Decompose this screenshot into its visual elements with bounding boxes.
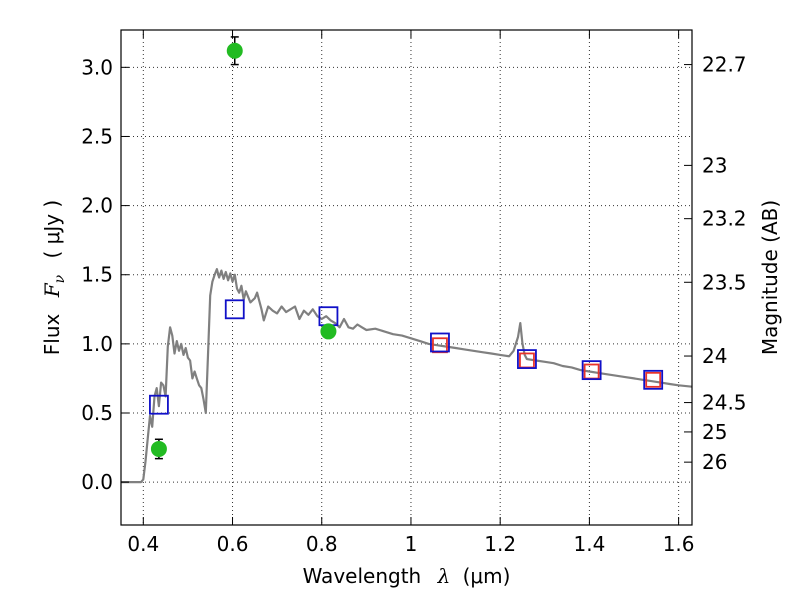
y2-tick-label: 23.2 bbox=[702, 207, 747, 231]
square-marker bbox=[581, 360, 602, 381]
observed-point bbox=[320, 323, 337, 340]
y2-axis-title: Magnitude (AB) bbox=[758, 200, 782, 355]
x-tick-label: 0.6 bbox=[217, 532, 249, 556]
x-tick-label: 1 bbox=[405, 532, 418, 556]
y-axis-title-symbol: F bbox=[40, 282, 64, 298]
chart-series bbox=[121, 36, 692, 484]
grid-lines bbox=[121, 30, 692, 525]
series-observed bbox=[150, 36, 337, 460]
observed-point bbox=[226, 42, 243, 59]
square-marker bbox=[517, 349, 537, 369]
x-tick-label: 0.4 bbox=[127, 532, 159, 556]
y-axis-title: Flux Fν ( μJy ) bbox=[40, 200, 69, 355]
y-tick-label: 1.0 bbox=[81, 332, 113, 356]
y-axis-title-subscript: ν bbox=[52, 274, 68, 283]
y2-tick-label: 22.7 bbox=[702, 53, 747, 77]
y-tick-label: 0.5 bbox=[81, 401, 113, 425]
y2-tick-label: 23 bbox=[702, 153, 727, 177]
y2-tick-label: 26 bbox=[702, 450, 727, 474]
x-tick-label: 0.8 bbox=[306, 532, 338, 556]
axis-ticks: 0.4 0.6 0.8 1 1.2 1.4 1.6 0.0 0.5 1.0 1.5 2.0 2.5 3.0… bbox=[81, 30, 747, 556]
square-marker bbox=[224, 299, 245, 320]
plot-frame bbox=[120, 29, 693, 526]
y-tick-label: 0.0 bbox=[81, 470, 113, 494]
series-synthetic-magnitudes bbox=[149, 299, 664, 415]
y-tick-label: 3.0 bbox=[81, 55, 113, 79]
square-marker bbox=[643, 369, 664, 390]
x-axis-title-unit: (μm) bbox=[463, 564, 511, 588]
x-tick-label: 1.6 bbox=[663, 532, 695, 556]
x-tick-label: 1.4 bbox=[573, 532, 605, 556]
series-template-SED bbox=[121, 268, 692, 484]
x-tick-label: 1.2 bbox=[484, 532, 516, 556]
y2-tick-label: 23.5 bbox=[702, 270, 747, 294]
y-tick-label: 1.5 bbox=[81, 263, 113, 287]
y2-tick-label: 25 bbox=[702, 420, 727, 444]
square-marker bbox=[149, 394, 169, 415]
y-tick-label: 2.5 bbox=[81, 124, 113, 148]
y2-tick-label: 24.5 bbox=[702, 391, 747, 415]
sed-line bbox=[121, 268, 692, 484]
x-axis-title-prefix: Wavelength bbox=[303, 564, 422, 588]
x-axis-title: Wavelength λ (μm) bbox=[303, 564, 511, 588]
y-axis-title-unit: ( μJy ) bbox=[40, 200, 64, 259]
y2-tick-label: 24 bbox=[702, 344, 727, 368]
observed-point bbox=[150, 440, 167, 457]
y-tick-label: 2.0 bbox=[81, 194, 113, 218]
square-marker bbox=[645, 371, 662, 388]
x-axis-title-symbol: λ bbox=[437, 564, 451, 588]
square-marker bbox=[430, 332, 450, 353]
y-axis-title-prefix: Flux bbox=[40, 314, 64, 356]
